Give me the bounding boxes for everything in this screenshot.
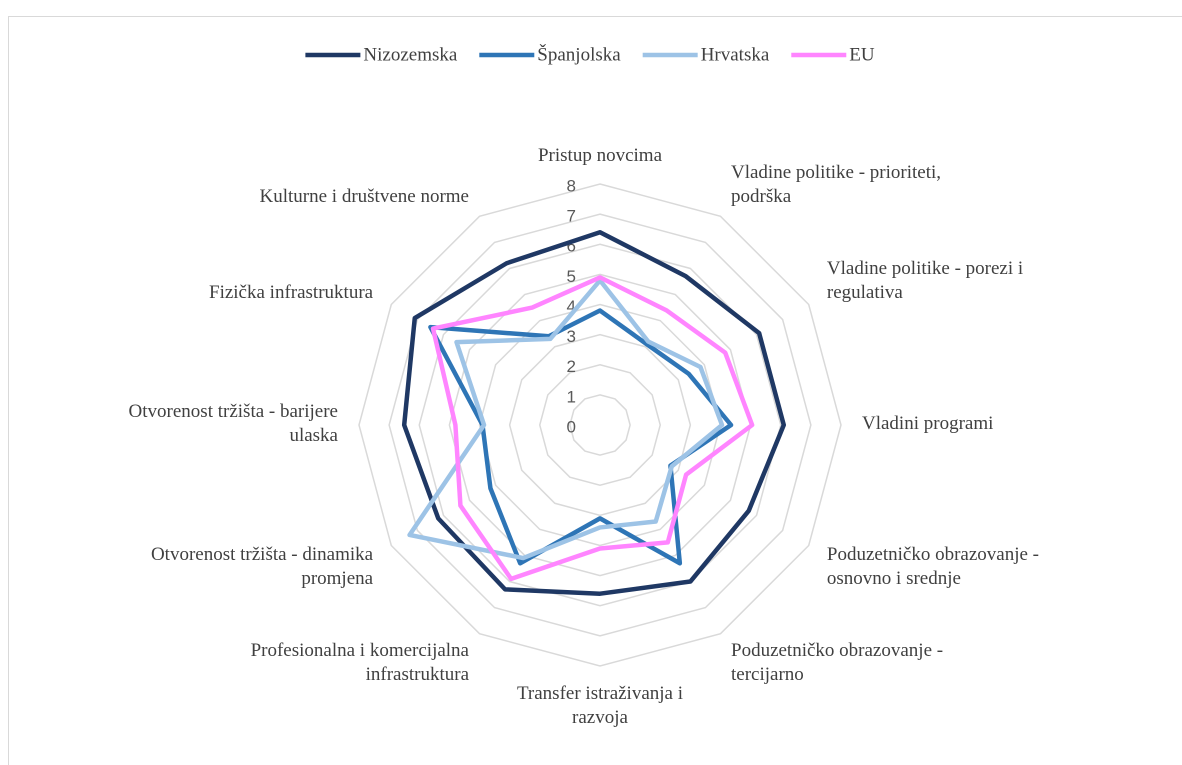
- series-line: [401, 229, 787, 596]
- series-line: [428, 308, 734, 566]
- grid-line: [508, 333, 692, 517]
- y-tick-label: 1: [567, 387, 576, 406]
- grid-line: [569, 394, 631, 456]
- legend-label: Nizozemska: [363, 44, 457, 65]
- category-label: Vladine politike - porezi i regulativa: [827, 258, 1023, 303]
- category-label: Poduzetničko obrazovanje -osnovno i sred…: [827, 544, 1039, 589]
- series-line: [407, 278, 725, 561]
- grid-line: [358, 183, 842, 667]
- category-label: Transfer istraživanja i razvoja: [517, 683, 683, 728]
- category-label: Profesionalna i komercijalna infrastruktu…: [251, 640, 470, 685]
- y-tick-label: 5: [567, 267, 576, 286]
- legend-item: EU: [791, 44, 875, 65]
- legend-label: Španjolska: [537, 43, 621, 65]
- category-label: Otvorenost tržišta - barijere ulaska: [129, 401, 339, 446]
- category-label: Poduzetničko obrazovanje -tercijarno: [731, 640, 943, 685]
- category-label: Vladini programi: [862, 413, 993, 434]
- y-tick-label: 6: [567, 237, 576, 256]
- chart-border: [8, 16, 1182, 765]
- grid-line: [478, 303, 722, 547]
- y-tick-label: 7: [567, 207, 576, 226]
- category-label: Otvorenost tržišta - dinamika promjena: [151, 544, 374, 589]
- series-line: [430, 275, 755, 582]
- category-label: Vladine politike - prioriteti, podrška: [731, 162, 941, 207]
- y-tick-label: 4: [567, 297, 576, 316]
- category-label: Pristup novcima: [538, 145, 663, 166]
- category-label: Fizička infrastruktura: [209, 282, 374, 303]
- category-label: Kulturne i društvene norme: [260, 186, 469, 207]
- legend-label: Hrvatska: [701, 44, 770, 65]
- legend-label: EU: [849, 44, 875, 65]
- y-tick-label: 0: [567, 417, 576, 436]
- grid-line: [448, 273, 752, 577]
- y-tick-label: 8: [567, 176, 576, 195]
- y-tick-label: 3: [567, 327, 576, 346]
- legend: Nizozemska Španjolska Hrvatska EU: [305, 43, 875, 65]
- grid-line: [388, 213, 812, 637]
- legend-item: Španjolska: [479, 43, 621, 65]
- grid-line: [418, 243, 782, 607]
- legend-item: Hrvatska: [642, 44, 770, 65]
- legend-item: Nizozemska: [305, 44, 458, 65]
- y-tick-label: 2: [567, 357, 576, 376]
- grid-line: [538, 363, 662, 487]
